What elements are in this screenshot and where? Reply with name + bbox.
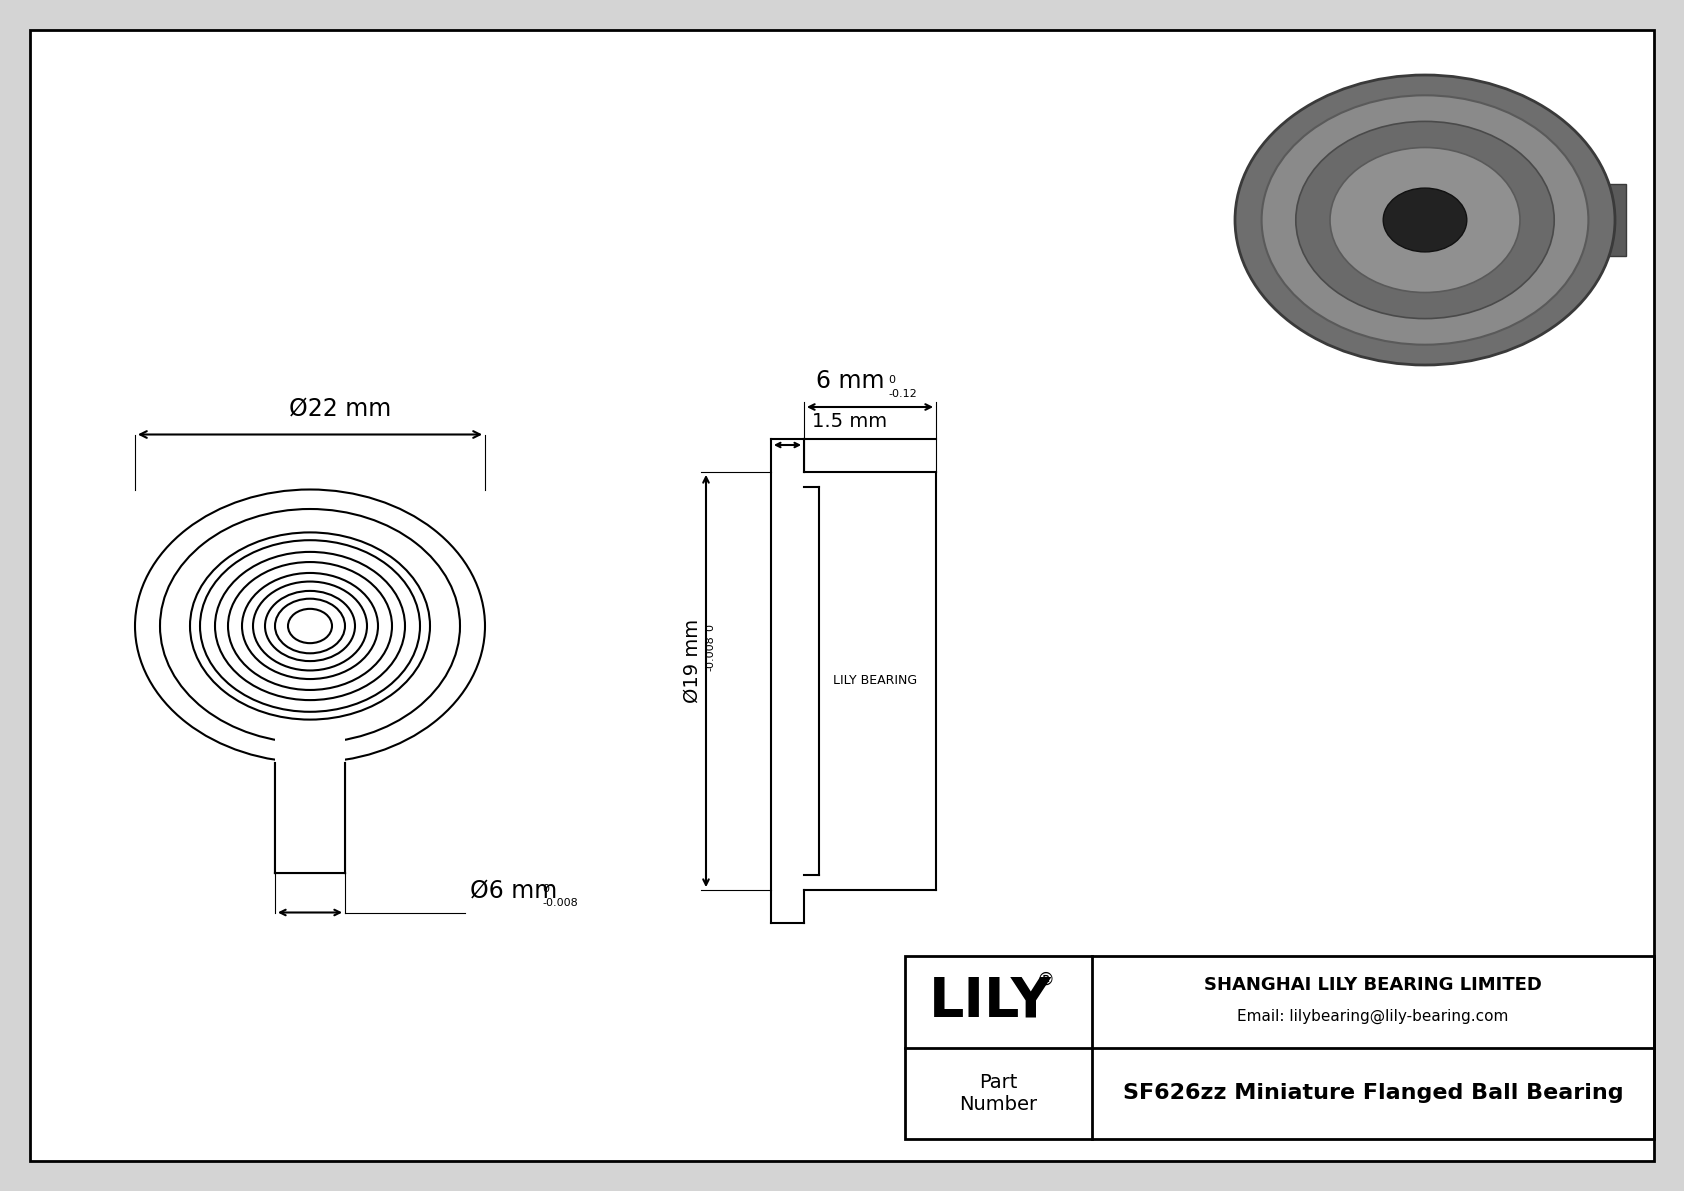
Text: LILY BEARING: LILY BEARING bbox=[834, 674, 918, 687]
Text: 0: 0 bbox=[706, 624, 716, 631]
Ellipse shape bbox=[1295, 121, 1554, 319]
Ellipse shape bbox=[1383, 188, 1467, 252]
Text: Ø19 mm: Ø19 mm bbox=[682, 619, 702, 703]
Text: 1.5 mm: 1.5 mm bbox=[812, 412, 887, 431]
Bar bbox=[274, 722, 345, 873]
Text: Part
Number: Part Number bbox=[960, 1073, 1037, 1114]
Text: Email: lilybearing@lily-bearing.com: Email: lilybearing@lily-bearing.com bbox=[1238, 1009, 1509, 1024]
Text: -0.12: -0.12 bbox=[887, 389, 916, 399]
Text: 6 mm: 6 mm bbox=[815, 369, 884, 393]
Text: 0: 0 bbox=[887, 375, 894, 385]
Text: Ø6 mm: Ø6 mm bbox=[470, 879, 557, 903]
Ellipse shape bbox=[1234, 75, 1615, 364]
Text: Ø22 mm: Ø22 mm bbox=[290, 397, 391, 420]
Text: -0.008: -0.008 bbox=[706, 635, 716, 671]
Text: SHANGHAI LILY BEARING LIMITED: SHANGHAI LILY BEARING LIMITED bbox=[1204, 975, 1543, 993]
Text: -0.008: -0.008 bbox=[542, 898, 578, 909]
Ellipse shape bbox=[1261, 95, 1588, 344]
Text: LILY: LILY bbox=[930, 974, 1052, 1029]
Bar bbox=[1593, 183, 1627, 256]
Text: ®: ® bbox=[1036, 971, 1054, 989]
Text: SF626zz Miniature Flanged Ball Bearing: SF626zz Miniature Flanged Ball Bearing bbox=[1123, 1084, 1623, 1103]
Bar bbox=[904, 956, 1654, 1139]
Ellipse shape bbox=[1330, 148, 1521, 293]
Text: 0: 0 bbox=[542, 885, 549, 894]
